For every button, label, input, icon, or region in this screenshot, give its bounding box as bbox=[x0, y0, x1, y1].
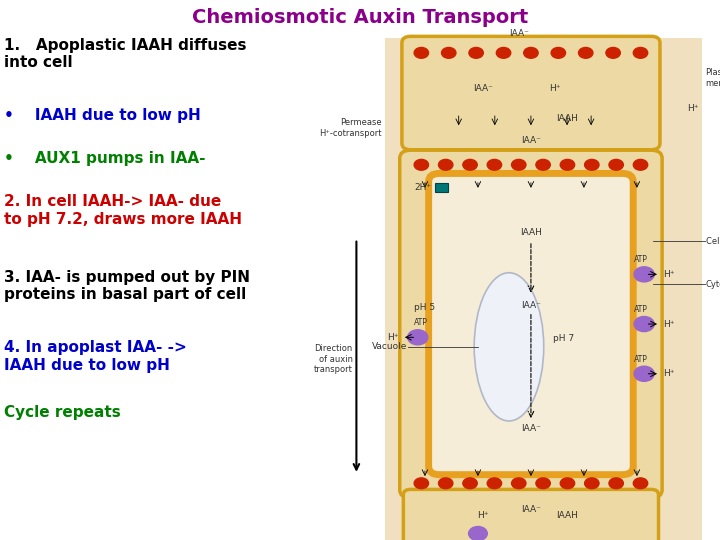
Circle shape bbox=[487, 478, 502, 489]
Text: IAAH: IAAH bbox=[556, 113, 578, 123]
Bar bbox=[385, 38, 702, 540]
Circle shape bbox=[579, 48, 593, 58]
Text: Vacuole: Vacuole bbox=[372, 342, 407, 352]
Circle shape bbox=[634, 48, 648, 58]
Text: 2H⁺: 2H⁺ bbox=[415, 183, 431, 192]
Circle shape bbox=[560, 478, 575, 489]
Circle shape bbox=[441, 48, 456, 58]
Text: ATP: ATP bbox=[634, 305, 647, 314]
Text: 2. In cell IAAH-> IAA- due
to pH 7.2, draws more IAAH: 2. In cell IAAH-> IAA- due to pH 7.2, dr… bbox=[4, 194, 242, 227]
Text: H⁺: H⁺ bbox=[387, 333, 398, 342]
Text: H⁺: H⁺ bbox=[664, 270, 675, 279]
Text: Plasma
membrane: Plasma membrane bbox=[706, 68, 720, 87]
Circle shape bbox=[487, 159, 502, 170]
Circle shape bbox=[634, 366, 654, 381]
FancyBboxPatch shape bbox=[428, 173, 633, 475]
Circle shape bbox=[469, 526, 487, 540]
Circle shape bbox=[609, 159, 624, 170]
Text: IAAH: IAAH bbox=[520, 228, 542, 238]
Text: Cytosol: Cytosol bbox=[706, 280, 720, 289]
Text: IAA⁻: IAA⁻ bbox=[521, 505, 541, 515]
Text: pH 7: pH 7 bbox=[552, 334, 574, 343]
Circle shape bbox=[536, 159, 550, 170]
Text: H⁺: H⁺ bbox=[664, 369, 675, 379]
Text: 3. IAA- is pumped out by PIN
proteins in basal part of cell: 3. IAA- is pumped out by PIN proteins in… bbox=[4, 270, 250, 302]
Text: Cell wall: Cell wall bbox=[706, 237, 720, 246]
Text: •    AUX1 pumps in IAA-: • AUX1 pumps in IAA- bbox=[4, 151, 205, 166]
Text: IAA⁻: IAA⁻ bbox=[521, 301, 541, 310]
Circle shape bbox=[438, 478, 453, 489]
Text: ATP: ATP bbox=[415, 319, 428, 327]
Text: IAAH: IAAH bbox=[556, 511, 578, 519]
Circle shape bbox=[634, 159, 648, 170]
Text: IAA⁻: IAA⁻ bbox=[521, 136, 541, 145]
Circle shape bbox=[609, 478, 624, 489]
Circle shape bbox=[523, 48, 538, 58]
Text: 1.   Apoplastic IAAH diffuses
into cell: 1. Apoplastic IAAH diffuses into cell bbox=[4, 38, 246, 70]
Circle shape bbox=[560, 159, 575, 170]
Text: 4. In apoplast IAA- ->
IAAH due to low pH: 4. In apoplast IAA- -> IAAH due to low p… bbox=[4, 340, 186, 373]
Circle shape bbox=[496, 48, 510, 58]
Circle shape bbox=[606, 48, 621, 58]
Text: •    IAAH due to low pH: • IAAH due to low pH bbox=[4, 108, 200, 123]
Text: ATP: ATP bbox=[634, 355, 647, 364]
Circle shape bbox=[414, 48, 428, 58]
Text: IAA⁻: IAA⁻ bbox=[473, 84, 492, 92]
Circle shape bbox=[408, 330, 428, 345]
Circle shape bbox=[463, 478, 477, 489]
Text: Permease
H⁺-cotransport: Permease H⁺-cotransport bbox=[319, 118, 382, 138]
Circle shape bbox=[585, 159, 599, 170]
Circle shape bbox=[551, 48, 565, 58]
Bar bbox=[435, 183, 448, 192]
Text: H⁺: H⁺ bbox=[687, 104, 698, 113]
Text: pH 5: pH 5 bbox=[414, 303, 436, 312]
Circle shape bbox=[634, 267, 654, 282]
Circle shape bbox=[469, 48, 483, 58]
Circle shape bbox=[634, 478, 648, 489]
Circle shape bbox=[463, 159, 477, 170]
Circle shape bbox=[438, 159, 453, 170]
Text: IAA⁻: IAA⁻ bbox=[509, 29, 528, 38]
Text: IAA⁻: IAA⁻ bbox=[521, 424, 541, 433]
Circle shape bbox=[414, 478, 428, 489]
Circle shape bbox=[585, 478, 599, 489]
Text: H⁺: H⁺ bbox=[664, 320, 675, 328]
Text: ATP: ATP bbox=[634, 255, 647, 265]
Circle shape bbox=[634, 316, 654, 332]
Ellipse shape bbox=[474, 273, 544, 421]
FancyBboxPatch shape bbox=[400, 150, 662, 498]
FancyBboxPatch shape bbox=[402, 36, 660, 150]
Circle shape bbox=[511, 478, 526, 489]
Text: Cycle repeats: Cycle repeats bbox=[4, 405, 120, 420]
Text: H⁺: H⁺ bbox=[549, 84, 561, 92]
Circle shape bbox=[511, 159, 526, 170]
Circle shape bbox=[414, 159, 428, 170]
Text: Direction
of auxin
transport: Direction of auxin transport bbox=[314, 345, 353, 374]
Text: H⁺: H⁺ bbox=[477, 511, 489, 519]
FancyBboxPatch shape bbox=[403, 489, 659, 540]
Text: Chemiosmotic Auxin Transport: Chemiosmotic Auxin Transport bbox=[192, 8, 528, 27]
Circle shape bbox=[536, 478, 550, 489]
